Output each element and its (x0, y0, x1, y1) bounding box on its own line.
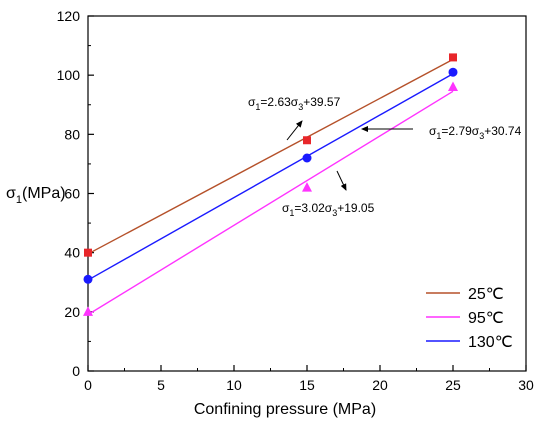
y-tick-label: 80 (64, 126, 80, 142)
data-point-1-0 (83, 306, 93, 316)
eq-25-arrow (286, 120, 303, 141)
x-tick-label: 0 (84, 377, 92, 393)
eq-130-label: σ1=2.79σ3+30.74 (429, 124, 522, 141)
legend-label-2: 130℃ (468, 334, 513, 351)
data-point-0-1 (303, 136, 311, 145)
x-tick-label: 20 (372, 377, 388, 393)
y-tick-label: 40 (64, 245, 80, 261)
legend: 25℃ 95℃ 130℃ (426, 286, 513, 351)
data-point-0-0 (84, 248, 92, 257)
y-tick-label: 60 (64, 186, 80, 202)
data-point-0-2 (449, 53, 457, 62)
y-tick-label: 100 (57, 67, 81, 83)
data-markers (83, 53, 458, 316)
fit-line-1 (87, 90, 454, 316)
x-tick-label: 15 (299, 377, 315, 393)
eq-95-label: σ1=3.02σ3+19.05 (282, 201, 375, 218)
data-point-1-1 (302, 182, 312, 192)
x-tick-label: 25 (445, 377, 461, 393)
x-tick-label: 30 (518, 377, 534, 393)
data-point-1-2 (448, 81, 458, 91)
legend-label-1: 95℃ (468, 310, 504, 327)
x-tick-label: 10 (226, 377, 242, 393)
fit-line-2 (87, 73, 454, 281)
axes: 0 5 10 15 20 25 30 0 20 40 60 80 100 120 Confining pre… (6, 8, 534, 418)
y-tick-label: 0 (72, 363, 80, 379)
x-tick-label: 5 (157, 377, 165, 393)
fit-line-0 (87, 58, 454, 255)
data-point-2-1 (302, 153, 312, 163)
legend-label-0: 25℃ (468, 286, 504, 303)
eq-25-label: σ1=2.63σ3+39.57 (248, 95, 341, 112)
plot-frame (87, 15, 527, 372)
annotations: σ1=2.63σ3+39.57 σ1=2.79σ3+30.74 σ1=3.02σ3+… (248, 95, 522, 218)
y-tick-label: 20 (64, 304, 80, 320)
data-point-2-0 (83, 274, 93, 284)
x-axis-label: Confining pressure (MPa) (194, 401, 376, 418)
eq-95-arrow (336, 170, 347, 191)
data-point-2-2 (448, 67, 458, 77)
y-tick-label: 120 (57, 8, 81, 24)
y-axis-label: σ1(MPa) (6, 185, 66, 206)
